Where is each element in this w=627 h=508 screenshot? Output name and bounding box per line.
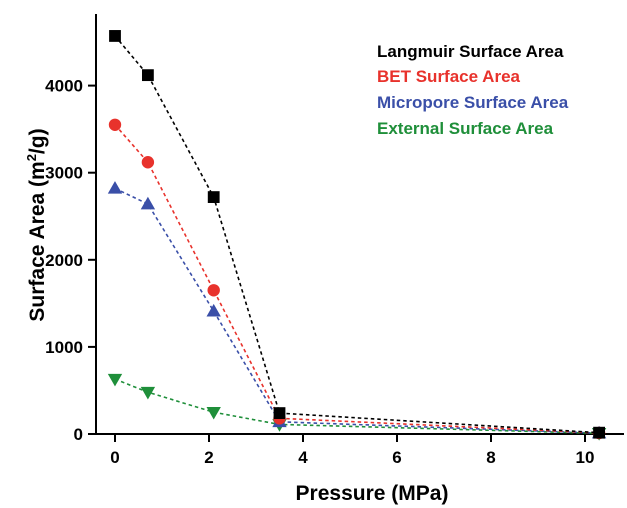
data-point bbox=[206, 406, 221, 420]
series-line bbox=[114, 378, 600, 435]
axes bbox=[95, 14, 624, 435]
x-tick-label: 6 bbox=[392, 448, 401, 467]
data-point bbox=[273, 407, 286, 419]
y-tick-label: 4000 bbox=[45, 77, 83, 96]
data-point bbox=[593, 426, 605, 439]
y-tick-label: 0 bbox=[74, 425, 83, 444]
data-point bbox=[140, 196, 156, 210]
data-point bbox=[207, 191, 220, 203]
data-point bbox=[207, 284, 220, 297]
x-tick-label: 2 bbox=[204, 448, 213, 467]
ticks: 0 2 4 6 8 10 0 1000 2000 3000 4000 bbox=[45, 77, 594, 467]
x-tick-label: 10 bbox=[576, 448, 595, 467]
y-axis-title-superscript: 2 bbox=[24, 154, 39, 161]
x-tick-label: 8 bbox=[486, 448, 495, 467]
series-line bbox=[114, 187, 600, 434]
series-square bbox=[109, 30, 605, 439]
legend-entry: Langmuir Surface Area bbox=[377, 42, 564, 61]
data-point bbox=[108, 118, 122, 131]
data-point bbox=[141, 156, 155, 169]
series-circle bbox=[108, 118, 606, 440]
y-tick-label: 3000 bbox=[45, 164, 83, 183]
data-point bbox=[206, 303, 221, 317]
legend-entry: External Surface Area bbox=[377, 119, 554, 138]
series-triangle-up bbox=[107, 181, 607, 439]
series-line bbox=[114, 124, 600, 434]
y-tick-label: 2000 bbox=[45, 251, 83, 270]
x-tick-label: 0 bbox=[110, 448, 119, 467]
data-point bbox=[107, 181, 123, 194]
legend: Langmuir Surface Area BET Surface Area Mic… bbox=[377, 42, 569, 138]
series-group bbox=[107, 30, 607, 441]
y-axis-title: Surface Area (m2/g) bbox=[24, 128, 49, 321]
y-axis-title-tail: /g) bbox=[26, 128, 49, 154]
data-point bbox=[141, 69, 154, 82]
data-point bbox=[107, 373, 123, 387]
x-tick-label: 4 bbox=[298, 448, 308, 467]
y-axis-title-main: Surface Area (m bbox=[26, 161, 49, 321]
data-point bbox=[109, 30, 121, 42]
y-tick-label: 1000 bbox=[45, 338, 83, 357]
legend-entry: Micropore Surface Area bbox=[377, 93, 569, 112]
legend-entry: BET Surface Area bbox=[377, 67, 521, 86]
x-axis-title: Pressure (MPa) bbox=[296, 482, 449, 505]
data-point bbox=[140, 386, 156, 400]
